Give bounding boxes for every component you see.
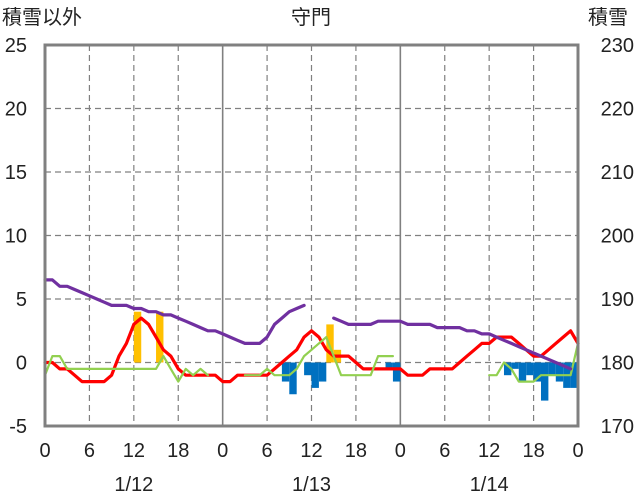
y-tick-right: 200 — [601, 226, 634, 248]
y-tick-left: -5 — [9, 416, 27, 438]
y-tick-right: 180 — [601, 353, 634, 375]
bar — [555, 362, 564, 382]
y-tick-right: 220 — [601, 99, 634, 121]
y-tick-right: 210 — [601, 162, 634, 184]
y-tick-right: 190 — [601, 289, 634, 311]
y-tick-right: 170 — [601, 416, 634, 438]
bar — [392, 362, 401, 382]
series-line — [43, 278, 306, 345]
y-tick-left: 15 — [5, 162, 27, 184]
bar — [540, 362, 549, 401]
y-tick-left: 0 — [16, 353, 27, 375]
y-tick-left: 10 — [5, 226, 27, 248]
x-tick: 12 — [300, 440, 322, 462]
x-tick: 12 — [478, 440, 500, 462]
bar — [526, 362, 534, 376]
bar — [570, 362, 578, 388]
x-tick: 18 — [167, 440, 189, 462]
lines — [43, 278, 580, 384]
bar — [533, 362, 541, 382]
y-tick-left: 20 — [5, 99, 27, 121]
bar — [503, 362, 512, 376]
plot-frame — [43, 43, 580, 428]
series-line — [243, 336, 394, 377]
date-label: 1/14 — [470, 474, 509, 496]
bar — [304, 362, 312, 376]
y-axis-right-label: 積雪 — [588, 5, 628, 29]
bar — [548, 362, 556, 376]
y-tick-left: 25 — [5, 35, 27, 57]
bar — [156, 311, 164, 363]
x-tick: 0 — [395, 440, 406, 462]
grid — [45, 45, 578, 426]
bar — [289, 362, 297, 395]
bar — [311, 362, 319, 388]
bar — [518, 362, 527, 382]
chart-title: 守門 — [291, 5, 331, 29]
date-label: 1/13 — [292, 474, 331, 496]
x-tick: 18 — [345, 440, 367, 462]
bar — [326, 324, 334, 363]
bars — [133, 311, 578, 401]
x-tick: 12 — [123, 440, 145, 462]
x-tick: 0 — [217, 440, 228, 462]
date-label: 1/12 — [114, 474, 153, 496]
x-tick: 18 — [522, 440, 544, 462]
y-axis-left-label: 積雪以外 — [2, 5, 82, 29]
x-tick: 6 — [84, 440, 95, 462]
x-tick: 0 — [572, 440, 583, 462]
y-tick-right: 230 — [601, 35, 634, 57]
bar — [385, 362, 393, 369]
series-line — [43, 355, 209, 383]
bar — [133, 311, 142, 363]
x-tick: 6 — [439, 440, 450, 462]
x-tick: 6 — [262, 440, 273, 462]
bar — [318, 362, 327, 382]
series-line — [43, 316, 580, 384]
x-tick: 0 — [39, 440, 50, 462]
y-tick-left: 5 — [16, 289, 27, 311]
bar — [281, 362, 290, 382]
bar — [511, 362, 519, 369]
series-line — [488, 342, 580, 383]
series-line — [332, 316, 573, 371]
